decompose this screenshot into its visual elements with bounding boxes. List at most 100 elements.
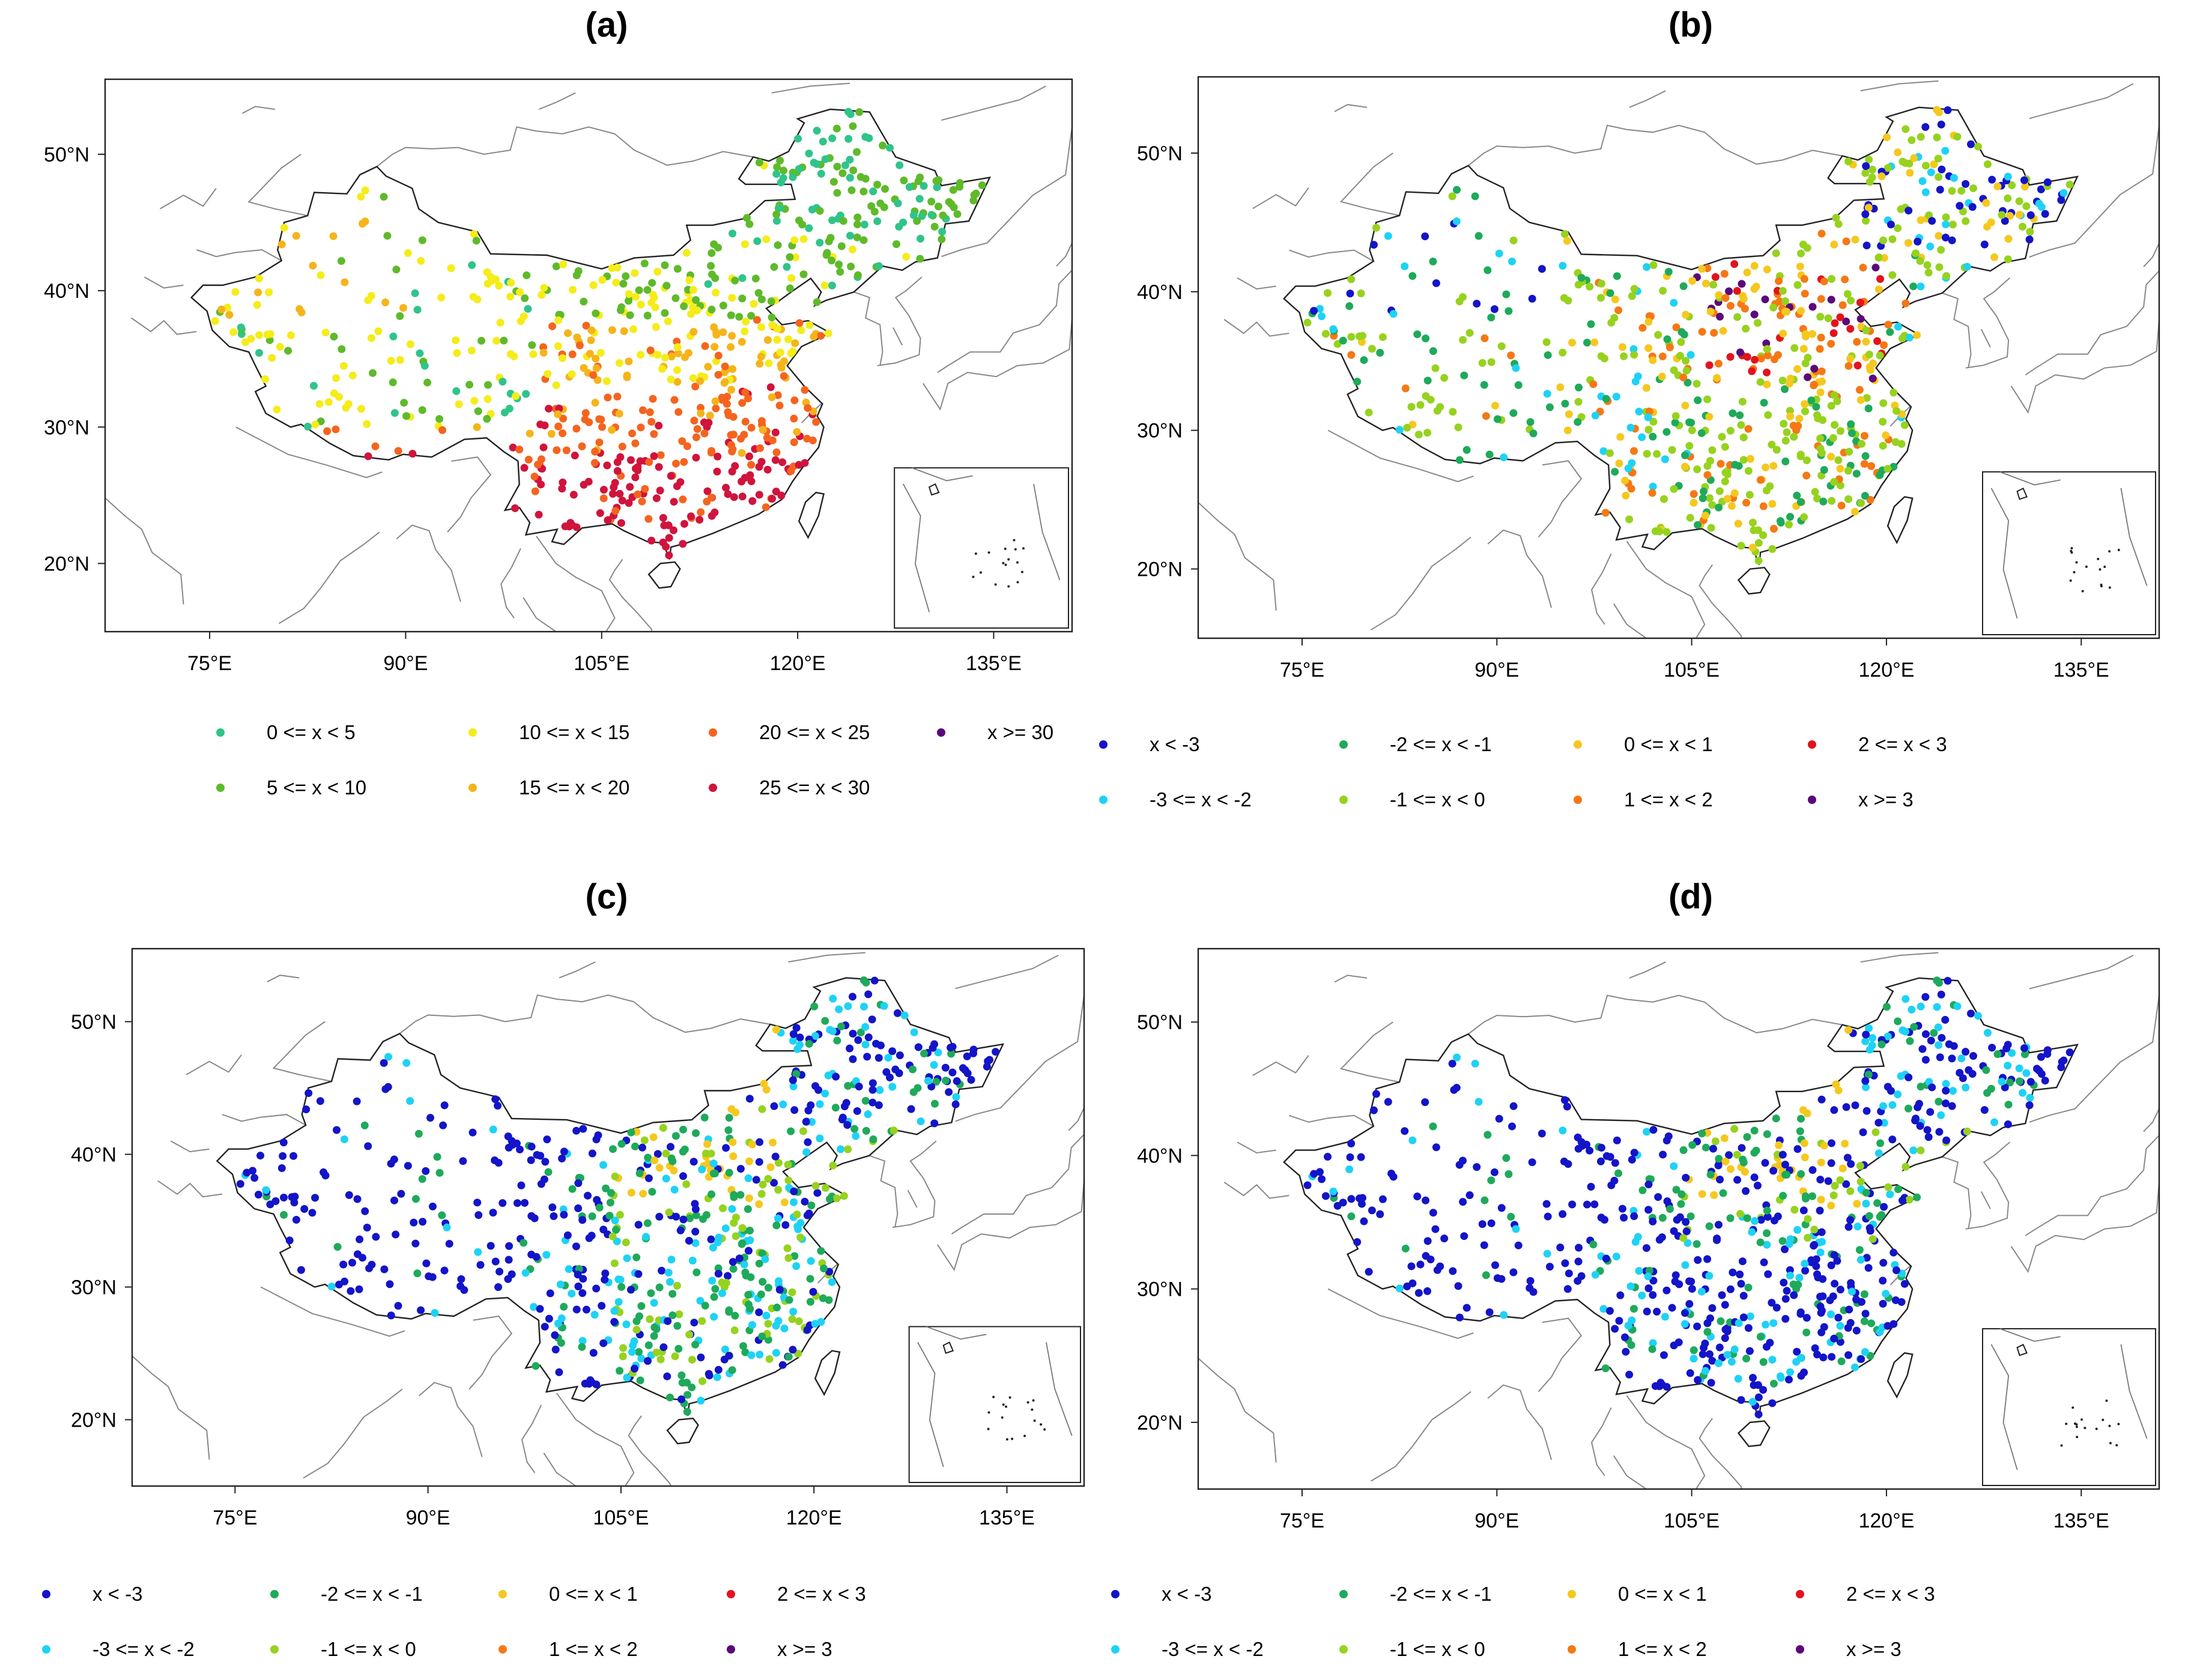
station-marker: [667, 352, 676, 361]
station-marker: [853, 271, 862, 279]
station-marker: [1799, 1206, 1808, 1215]
legend-label: x < -3: [92, 1583, 143, 1605]
station-marker: [1634, 372, 1642, 381]
legend-label: -3 <= x < -2: [1150, 788, 1252, 811]
station-marker: [1962, 1083, 1970, 1092]
station-marker: [1844, 1026, 1853, 1035]
station-marker: [517, 317, 525, 325]
station-marker: [538, 291, 546, 299]
station-marker: [559, 414, 568, 423]
station-marker: [740, 1260, 748, 1269]
station-marker: [342, 403, 350, 412]
station-marker: [1761, 1159, 1769, 1167]
station-marker: [714, 452, 722, 461]
coastline-22: [1860, 952, 1939, 963]
coastline-15: [170, 1140, 210, 1153]
station-marker: [1737, 1280, 1745, 1288]
station-marker: [727, 343, 735, 351]
station-marker: [840, 1102, 849, 1111]
station-marker: [658, 1266, 666, 1275]
station-marker: [1528, 295, 1536, 303]
station-marker: [594, 1131, 602, 1140]
station-marker: [1705, 1350, 1714, 1358]
station-marker: [1807, 396, 1816, 405]
station-marker: [1645, 312, 1653, 320]
station-marker: [757, 417, 766, 425]
station-marker: [667, 472, 675, 480]
station-marker: [1682, 1227, 1691, 1236]
station-marker: [784, 1254, 793, 1262]
station-marker: [666, 1143, 674, 1151]
station-marker: [1856, 396, 1865, 404]
station-marker: [1688, 277, 1697, 285]
station-marker: [1726, 426, 1735, 435]
station-marker: [1862, 1030, 1870, 1039]
legend-swatch: [216, 728, 225, 737]
station-marker: [820, 281, 829, 289]
station-marker: [1368, 1206, 1376, 1215]
station-marker: [1769, 462, 1778, 470]
station-marker: [824, 329, 832, 337]
station-marker: [868, 1086, 877, 1094]
station-marker: [1671, 1271, 1680, 1280]
station-marker: [629, 1341, 637, 1350]
station-marker: [653, 351, 662, 359]
station-marker: [1664, 268, 1673, 276]
station-marker: [408, 450, 417, 458]
station-marker: [1727, 502, 1736, 510]
station-marker: [596, 349, 605, 357]
station-marker: [574, 1179, 583, 1187]
station-marker: [1836, 427, 1844, 435]
station-marker: [615, 409, 623, 418]
station-marker: [938, 228, 947, 236]
station-marker: [728, 1205, 736, 1213]
legend-label: 0 <= x < 1: [1618, 1583, 1707, 1605]
station-marker: [1856, 1255, 1865, 1264]
station-marker: [1698, 265, 1706, 273]
station-marker: [1668, 446, 1676, 454]
station-marker: [589, 1349, 598, 1357]
station-marker: [691, 1340, 700, 1349]
station-marker: [1694, 1376, 1702, 1384]
station-marker: [1638, 1186, 1647, 1194]
station-marker: [1770, 355, 1778, 363]
station-marker: [1625, 515, 1634, 524]
station-marker: [612, 279, 620, 287]
station-marker: [674, 408, 683, 416]
station-marker: [730, 1191, 738, 1199]
station-marker: [768, 313, 776, 322]
inset-island: [2102, 1418, 2105, 1421]
station-marker: [361, 186, 369, 195]
station-marker: [711, 397, 720, 405]
station-marker: [1817, 1158, 1825, 1167]
station-marker: [797, 326, 805, 334]
station-marker: [1672, 323, 1680, 331]
coastline-12: [468, 1316, 513, 1390]
station-marker: [605, 1212, 614, 1220]
station-marker: [1708, 1356, 1717, 1365]
station-marker: [1816, 313, 1825, 321]
station-marker: [608, 1232, 617, 1240]
station-marker: [225, 310, 234, 319]
station-marker: [604, 516, 612, 524]
station-marker: [573, 333, 581, 342]
inset-island: [2080, 1418, 2083, 1421]
station-marker: [1702, 1143, 1710, 1152]
station-marker: [832, 1072, 840, 1081]
legend-item: 10 <= x < 15: [468, 718, 629, 748]
station-marker: [920, 1050, 929, 1058]
station-marker: [619, 280, 628, 288]
station-marker: [563, 1231, 572, 1239]
station-marker: [744, 1174, 753, 1182]
station-marker: [663, 1372, 671, 1380]
station-marker: [613, 392, 622, 400]
panel-b-map: 75°E 90°E 105°E 120°E 135°E20°N30°N40°N50°N: [1137, 76, 2160, 681]
station-marker: [1817, 333, 1825, 342]
panel-c-title: (c): [585, 877, 628, 916]
station-marker: [709, 1243, 717, 1252]
station-marker: [764, 1320, 772, 1328]
station-marker: [1697, 1287, 1706, 1296]
legend-label: 5 <= x < 10: [267, 776, 367, 799]
station-marker: [1906, 1037, 1914, 1045]
station-marker: [1892, 1266, 1901, 1275]
